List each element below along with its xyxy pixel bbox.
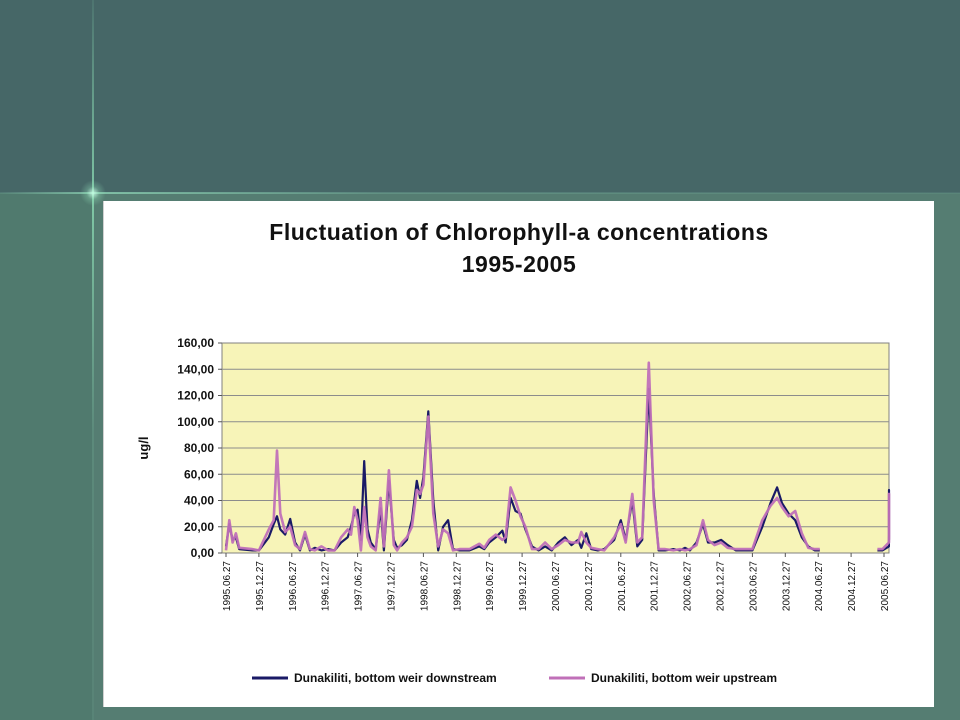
x-tick-label: 2002.12.27 <box>716 561 727 611</box>
y-tick-label: 0,00 <box>191 546 215 560</box>
chart-subtitle: 1995-2005 <box>461 251 577 277</box>
x-tick-label: 1999.06.27 <box>485 561 496 611</box>
series-line-2 <box>877 492 891 551</box>
y-axis-label: ug/l <box>136 436 151 459</box>
x-tick-label: 1996.06.27 <box>288 561 299 611</box>
x-tick-label: 1999.12.27 <box>518 561 529 611</box>
x-tick-label: 2003.12.27 <box>781 561 792 611</box>
x-tick-label: 2005.06.27 <box>880 561 891 611</box>
x-tick-label: 2004.12.27 <box>847 561 858 611</box>
y-tick-label: 120,00 <box>177 389 214 403</box>
x-tick-label: 1998.12.27 <box>452 561 463 611</box>
x-tick-label: 1995.12.27 <box>255 561 266 611</box>
x-tick-label: 1998.06.27 <box>419 561 430 611</box>
series-line-2 <box>224 361 820 552</box>
chart-title: Fluctuation of Chlorophyll-a concentrati… <box>269 219 769 245</box>
slide-left-panel <box>0 193 92 720</box>
x-tick-label: 1997.06.27 <box>354 561 365 611</box>
x-tick-label: 2001.06.27 <box>617 561 628 611</box>
y-tick-label: 80,00 <box>184 441 214 455</box>
x-tick-label: 2003.06.27 <box>748 561 759 611</box>
slide-header-background <box>0 0 960 193</box>
y-tick-label: 20,00 <box>184 520 214 534</box>
legend-label-2: Dunakiliti, bottom weir upstream <box>591 671 777 685</box>
decorative-sparkle-icon <box>80 180 106 206</box>
x-tick-label: 2000.06.27 <box>551 561 562 611</box>
x-tick-label: 2002.06.27 <box>683 561 694 611</box>
y-tick-label: 140,00 <box>177 362 214 376</box>
y-tick-label: 160,00 <box>177 336 214 350</box>
legend-label-1: Dunakiliti, bottom weir downstream <box>294 671 497 685</box>
x-tick-label: 2000.12.27 <box>584 561 595 611</box>
x-tick-label: 2001.12.27 <box>650 561 661 611</box>
decorative-vertical-line <box>92 0 94 720</box>
decorative-horizontal-line <box>0 192 960 194</box>
y-tick-label: 60,00 <box>184 467 214 481</box>
y-tick-label: 100,00 <box>177 415 214 429</box>
chart-panel: Fluctuation of Chlorophyll-a concentrati… <box>103 201 934 707</box>
y-tick-label: 40,00 <box>184 494 214 508</box>
chart-svg: 0,00 20,00 40,00 60,00 80,00 100,00 120,00 140,… <box>136 336 891 685</box>
x-tick-label: 1997.12.27 <box>387 561 398 611</box>
x-tick-label: 2004.06.27 <box>814 561 825 611</box>
x-tick-label: 1996.12.27 <box>321 561 332 611</box>
x-tick-label: 1995.06.27 <box>222 561 233 611</box>
